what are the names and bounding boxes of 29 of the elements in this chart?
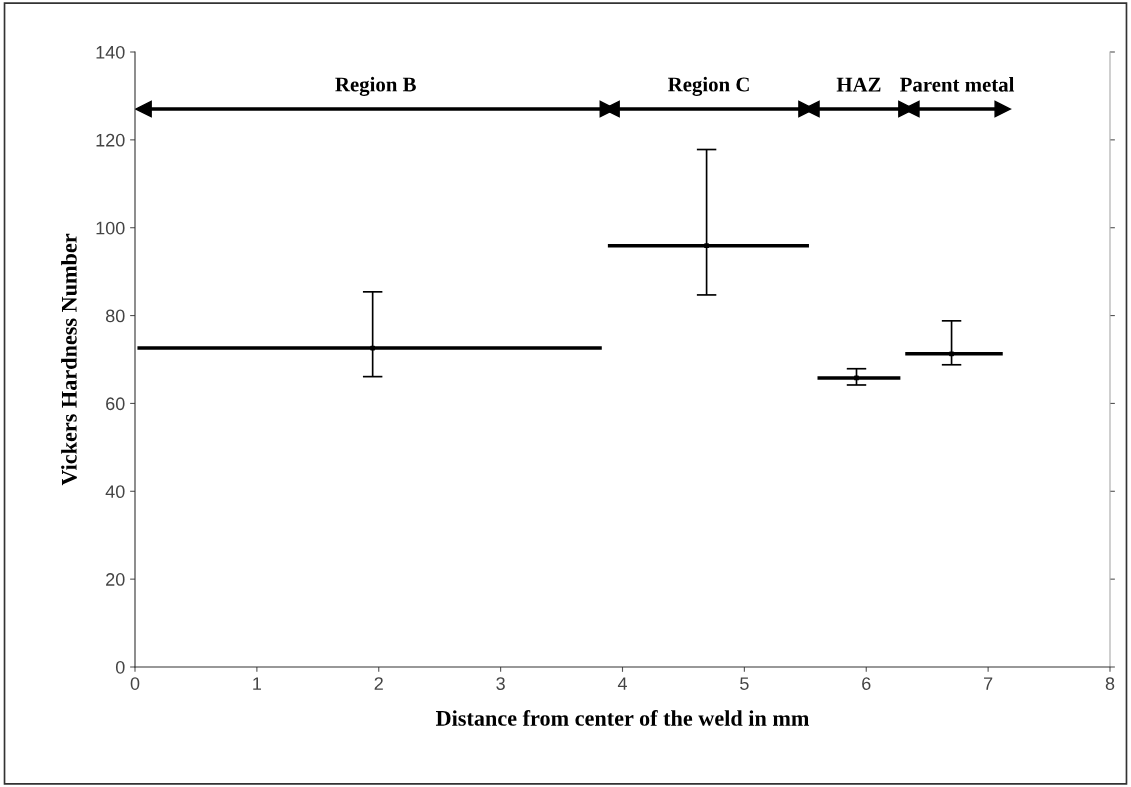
x-tick-label: 0: [130, 677, 140, 690]
x-tick-label: 6: [862, 677, 871, 690]
x-tick-label: 7: [984, 677, 993, 690]
series-label: Region C: [668, 76, 749, 96]
point: [949, 351, 954, 357]
series-label: HAZ: [836, 77, 881, 92]
point: [994, 100, 1012, 118]
point: [704, 243, 709, 249]
series-label: Parent metal: [900, 77, 1015, 92]
x-tick-label: 2: [374, 677, 383, 690]
x-tick-label: 3: [496, 677, 505, 690]
series-label: Region B: [335, 76, 416, 96]
y-tick-label: 140: [96, 45, 125, 59]
y-tick-label: 80: [105, 309, 125, 323]
y-axis-title: Vickers Hardness Number: [61, 233, 77, 486]
x-tick-label: 4: [617, 677, 627, 690]
y-tick-label: 40: [105, 485, 125, 499]
point: [370, 345, 376, 351]
point: [135, 100, 152, 118]
point: [854, 375, 859, 381]
x-axis-title: Distance from center of the weld in mm: [435, 709, 810, 726]
x-tick-label: 5: [740, 677, 749, 690]
y-tick-label: 100: [96, 221, 125, 235]
x-tick-label: 1: [253, 677, 262, 690]
y-tick-label: 0: [115, 660, 125, 674]
y-tick-label: 20: [106, 573, 125, 586]
y-tick-label: 60: [106, 397, 125, 411]
x-tick-label: 8: [1105, 677, 1115, 690]
y-tick-label: 120: [96, 133, 125, 147]
